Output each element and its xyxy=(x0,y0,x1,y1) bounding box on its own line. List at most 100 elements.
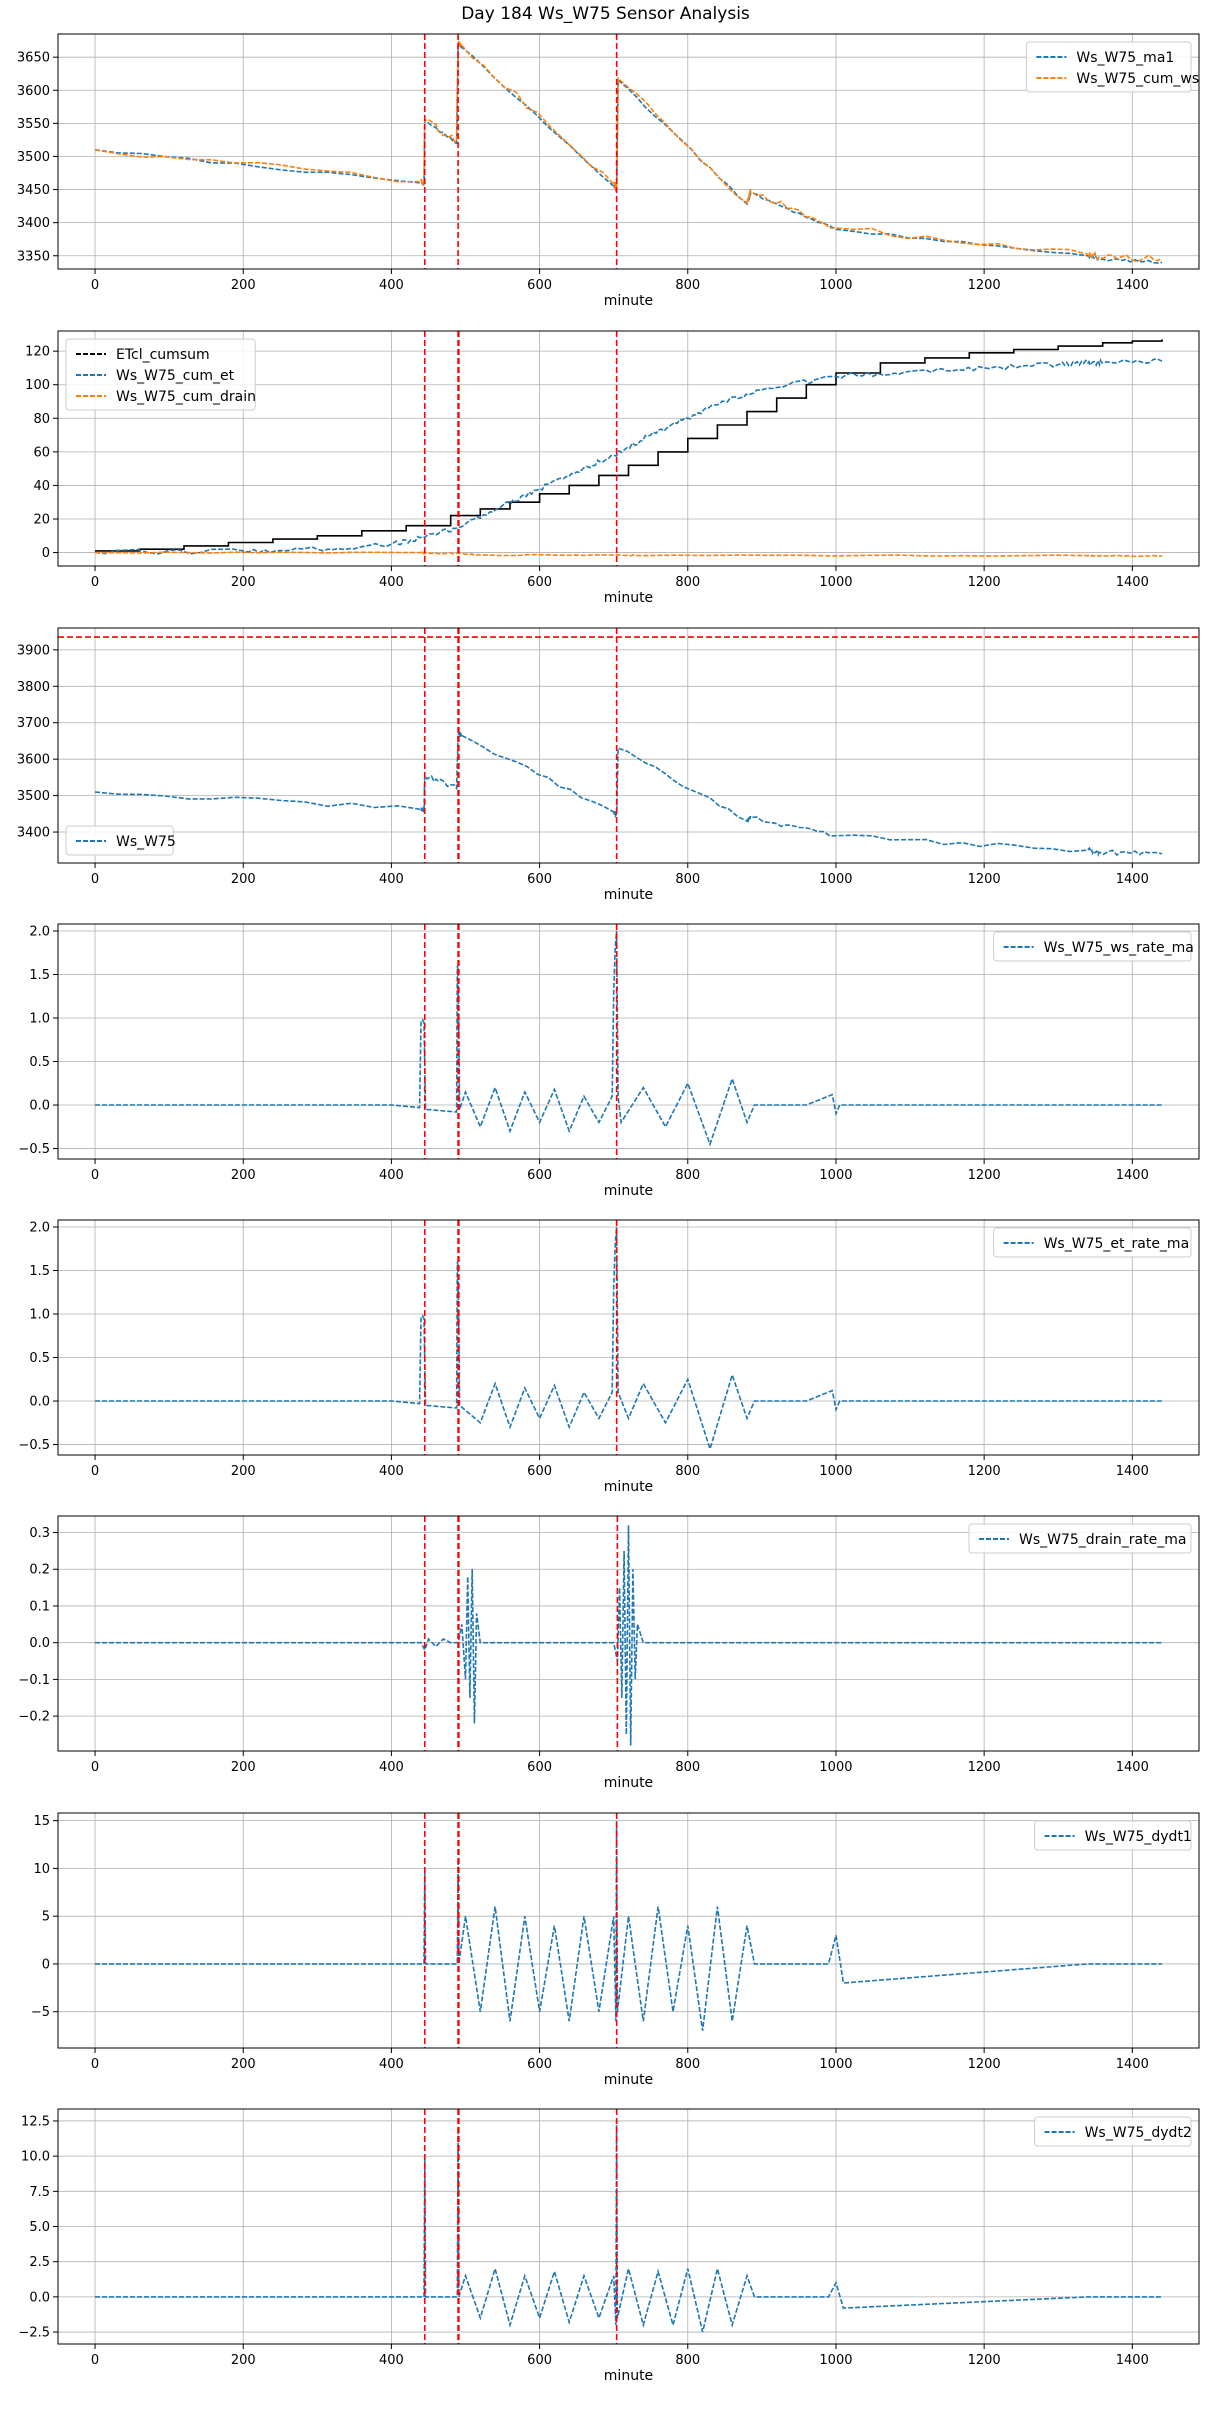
y-tick-label: 1.5 xyxy=(29,968,50,983)
chart-panel-2: 0 200 400 600 800 1000 1200 1400 0 20 40 60 80 100 120… xyxy=(25,330,1200,606)
legend-label: Ws_W75_drain_rate_ma xyxy=(1019,1532,1186,1548)
legend-box xyxy=(65,825,174,856)
x-tick-label: 200 xyxy=(231,278,256,293)
y-tick-label: 0.1 xyxy=(29,1599,50,1614)
chart-panel-3: 0 200 400 600 800 1000 1200 1400 3400 3500 3600 370… xyxy=(17,627,1200,903)
y-tick-label: 3500 xyxy=(17,150,50,165)
x-tick-label: 400 xyxy=(379,1464,404,1479)
y-tick-label: 3400 xyxy=(17,826,50,841)
plot-area xyxy=(95,1525,1162,1746)
x-tick-label: 1400 xyxy=(1116,872,1149,887)
y-tick-label: 0.3 xyxy=(29,1526,50,1541)
legend-label: Ws_W75_ws_rate_ma xyxy=(1044,940,1194,956)
x-tick-label: 800 xyxy=(675,1168,700,1183)
x-tick-label: 200 xyxy=(231,1464,256,1479)
chart-panel-4: 0 200 400 600 800 1000 1200 1400 −0.5 0.0 0.5 1.0 1.… xyxy=(18,923,1200,1199)
y-tick-label: 3450 xyxy=(17,183,50,198)
x-tick-label: 1000 xyxy=(819,1760,852,1775)
legend: Ws_W75_ws_rate_ma xyxy=(993,931,1194,962)
y-tick-label: 3350 xyxy=(17,249,50,264)
x-tick-label: 1200 xyxy=(968,2353,1001,2368)
x-tick-label: 1400 xyxy=(1116,1760,1149,1775)
x-tick-label: 1400 xyxy=(1116,278,1149,293)
axes-frame xyxy=(57,330,1200,567)
x-tick-label: 200 xyxy=(231,575,256,590)
x-tick-label: 0 xyxy=(91,1464,99,1479)
x-axis-label: minute xyxy=(604,2072,653,2088)
x-tick-label: 200 xyxy=(231,1168,256,1183)
x-tick-label: 0 xyxy=(91,575,99,590)
x-tick-label: 600 xyxy=(527,1464,552,1479)
x-tick-label: 0 xyxy=(91,872,99,887)
x-tick-label: 400 xyxy=(379,2057,404,2072)
y-tick-label: 0 xyxy=(42,546,50,561)
legend: Ws_W75_dydt1 xyxy=(1034,1820,1192,1851)
x-tick-label: 1200 xyxy=(968,1760,1001,1775)
y-tick-label: 5.0 xyxy=(29,2220,50,2235)
x-tick-label: 0 xyxy=(91,2353,99,2368)
chart-panel-6: 0 200 400 600 800 1000 1200 1400 −0.2 −0.1 0.0 0.1 0… xyxy=(18,1515,1200,1791)
x-tick-label: 1000 xyxy=(819,1464,852,1479)
x-tick-label: 400 xyxy=(379,872,404,887)
y-tick-label: 2.5 xyxy=(29,2255,50,2270)
x-tick-label: 1200 xyxy=(968,2057,1001,2072)
legend: Ws_W75_et_rate_ma xyxy=(993,1227,1192,1258)
plot-area xyxy=(95,1226,1162,1452)
axes-frame xyxy=(57,627,1200,864)
y-tick-label: 3400 xyxy=(17,216,50,231)
axes-frame xyxy=(57,33,1200,270)
x-tick-label: 800 xyxy=(675,278,700,293)
y-tick-label: 1.0 xyxy=(29,1308,50,1323)
chart-panel-5: 0 200 400 600 800 1000 1200 1400 −0.5 0.0 0.5 1.0 1.… xyxy=(18,1219,1200,1495)
x-tick-label: 1400 xyxy=(1116,1464,1149,1479)
chart-panel-7: 0 200 400 600 800 1000 1200 1400 −5 0 5 10 15 minute W… xyxy=(31,1812,1200,2088)
x-tick-label: 0 xyxy=(91,278,99,293)
x-tick-label: 600 xyxy=(527,2353,552,2368)
chart-panel-1: 0 200 400 600 800 1000 1200 1400 3350 3400 3450 350… xyxy=(17,33,1200,309)
x-tick-label: 1000 xyxy=(819,2353,852,2368)
legend-box xyxy=(993,1227,1192,1258)
x-tick-label: 600 xyxy=(527,1760,552,1775)
y-tick-label: 3600 xyxy=(17,84,50,99)
series-line-ETcl_cumsum xyxy=(95,339,1163,552)
legend-box xyxy=(993,931,1192,962)
legend: Ws_W75 xyxy=(65,825,176,856)
series-line-Ws_W75_drain_rate_ma xyxy=(95,1525,1162,1746)
x-tick-label: 1000 xyxy=(819,2057,852,2072)
y-tick-label: −0.1 xyxy=(18,1673,50,1688)
series-line-Ws_W75_cum_drain xyxy=(94,550,1163,558)
x-tick-label: 400 xyxy=(379,1168,404,1183)
y-tick-label: 3500 xyxy=(17,789,50,804)
y-tick-label: 0.5 xyxy=(29,1055,50,1070)
x-tick-label: 0 xyxy=(91,1168,99,1183)
x-axis-label: minute xyxy=(604,887,653,903)
x-tick-label: 1200 xyxy=(968,278,1001,293)
series-line-Ws_W75_et_rate_ma xyxy=(95,1226,1162,1452)
y-tick-label: −0.5 xyxy=(18,1438,50,1453)
y-tick-label: 1.5 xyxy=(29,1264,50,1279)
y-tick-label: −0.5 xyxy=(18,1142,50,1157)
legend-box xyxy=(1034,1820,1192,1851)
series-line-Ws_W75_ma1 xyxy=(94,40,1163,264)
series-line-Ws_W75 xyxy=(94,731,1163,858)
legend-label: Ws_W75_dydt1 xyxy=(1085,1829,1192,1845)
legend-label: Ws_W75 xyxy=(116,834,176,850)
y-tick-label: 0.5 xyxy=(29,1351,50,1366)
x-tick-label: 1200 xyxy=(968,1464,1001,1479)
x-tick-label: 200 xyxy=(231,2057,256,2072)
legend-label: Ws_W75_cum_drain xyxy=(116,389,256,405)
x-axis-label: minute xyxy=(604,590,653,606)
figure-title: Day 184 Ws_W75 Sensor Analysis xyxy=(461,4,750,24)
x-axis-label: minute xyxy=(604,293,653,309)
legend-box xyxy=(65,338,256,411)
x-tick-label: 400 xyxy=(379,1760,404,1775)
legend-label: Ws_W75_et_rate_ma xyxy=(1044,1236,1190,1252)
x-tick-label: 800 xyxy=(675,1760,700,1775)
plot-area xyxy=(95,930,1162,1147)
series-line-Ws_W75_dydt1 xyxy=(95,1820,1162,2031)
y-tick-label: 0.0 xyxy=(29,2290,50,2305)
x-tick-label: 600 xyxy=(527,872,552,887)
x-tick-label: 1400 xyxy=(1116,575,1149,590)
plot-area xyxy=(94,339,1163,558)
y-tick-label: 0 xyxy=(42,1957,50,1972)
